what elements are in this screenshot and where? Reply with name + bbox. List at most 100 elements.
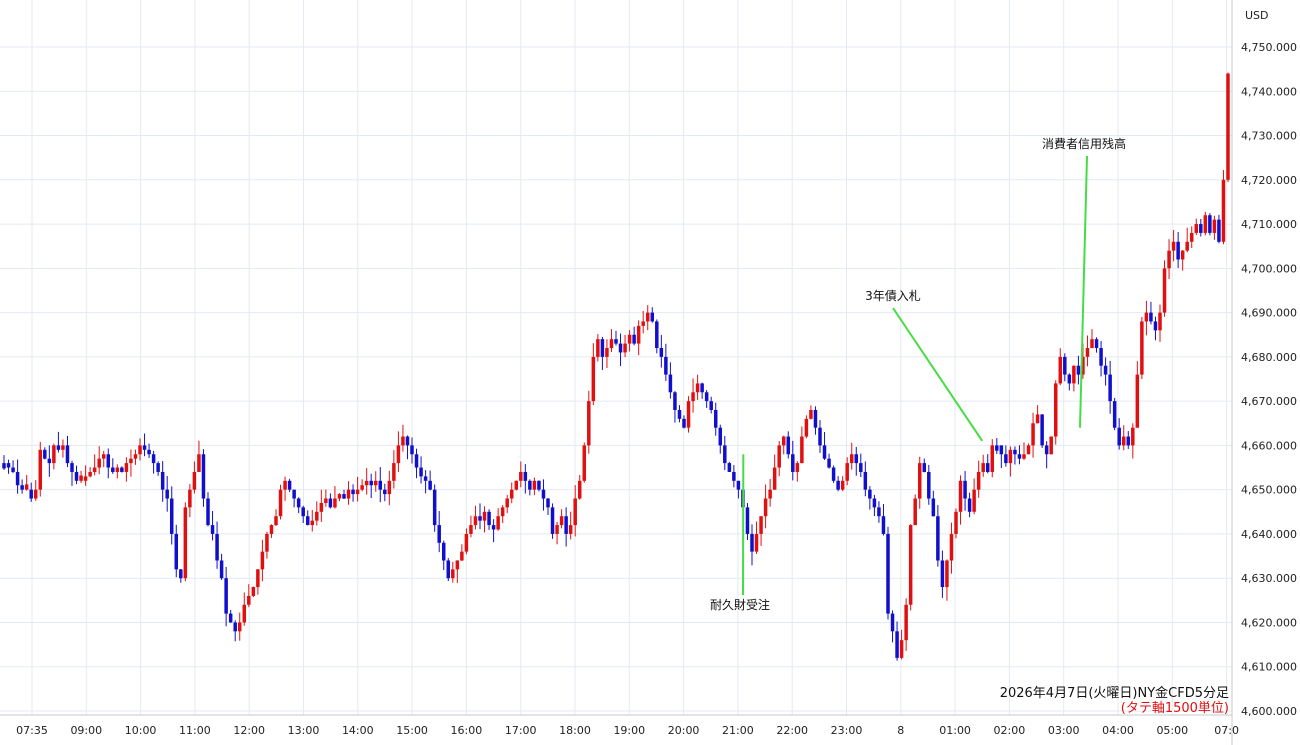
candle [1121, 425, 1126, 451]
candle [573, 485, 577, 537]
candle-body [283, 480, 287, 490]
candle [15, 459, 20, 494]
candle-body [29, 489, 33, 499]
candle-body [659, 348, 664, 357]
candle-body [927, 471, 931, 499]
candle-body [305, 516, 310, 526]
candle [899, 629, 904, 660]
candle-body [768, 489, 772, 499]
time-tick-label: 12:00 [233, 724, 265, 737]
candle [1180, 250, 1185, 271]
candle [251, 586, 256, 598]
candle-body [1149, 312, 1153, 322]
candle-body [387, 480, 392, 495]
candle-body [138, 445, 142, 455]
candle-body [573, 498, 577, 526]
candle-body [242, 604, 247, 623]
candle [704, 390, 709, 408]
candle [74, 465, 79, 485]
candle-body [854, 454, 859, 464]
candle-body [1217, 219, 1221, 242]
candle-body [913, 498, 917, 526]
candle [976, 460, 981, 498]
candle [1026, 443, 1031, 455]
candle [1153, 316, 1158, 341]
candle [623, 334, 627, 358]
candle-body [296, 498, 301, 508]
candle-body [890, 613, 895, 632]
candle [922, 458, 927, 473]
candle [1131, 423, 1135, 459]
candle-body [124, 463, 129, 472]
price-tick-label: 4,600.000 [1241, 705, 1297, 718]
candle-body [401, 436, 405, 446]
price-tick-label: 4,750.000 [1241, 41, 1297, 54]
candle-body [1199, 224, 1203, 233]
candle-body [605, 348, 609, 357]
candle [469, 515, 473, 538]
candle [160, 461, 165, 502]
candle [759, 516, 763, 546]
candle-body [587, 401, 591, 446]
candle-body [1121, 436, 1126, 446]
candle [292, 489, 296, 508]
candle-body [886, 533, 890, 614]
candle-body [1158, 312, 1162, 331]
candle [460, 544, 464, 561]
candle [79, 470, 83, 483]
candle [768, 479, 772, 507]
candle-body [120, 467, 124, 472]
candle-body [1022, 454, 1026, 459]
candle-body [582, 445, 587, 481]
candle-body [985, 463, 990, 472]
candle-body [559, 516, 564, 526]
candle [1017, 445, 1022, 465]
candle-body [754, 533, 759, 552]
candle-body [550, 507, 555, 534]
price-tick-label: 4,710.000 [1241, 218, 1297, 231]
candle-body [1013, 449, 1017, 455]
candle [88, 467, 92, 478]
candle-body [183, 507, 188, 579]
candle-body [133, 454, 138, 459]
candle [1171, 229, 1176, 262]
candle-body [106, 454, 111, 468]
candle [777, 441, 781, 477]
candle [981, 454, 985, 477]
candle-body [668, 374, 673, 393]
candle-body [863, 471, 868, 490]
candle-body [1221, 179, 1226, 242]
candle-body [38, 449, 43, 490]
candle [1094, 337, 1099, 353]
candle [822, 432, 827, 460]
candle [818, 420, 822, 453]
candle-body [56, 445, 61, 450]
candle [1167, 239, 1171, 279]
candle-body [88, 471, 92, 477]
candle [1035, 405, 1040, 424]
candle [605, 339, 609, 369]
candle-body [1035, 414, 1040, 424]
candle [772, 454, 777, 490]
candle-body [287, 480, 292, 490]
annotation-label: 3年債入札 [865, 288, 921, 303]
candle-body [627, 334, 632, 344]
candle-body [940, 560, 945, 588]
candle-body [519, 471, 523, 481]
candle [228, 609, 233, 623]
candle-body [1044, 445, 1049, 455]
candle-body [713, 409, 718, 428]
candle [414, 448, 419, 479]
candle-body [800, 436, 804, 464]
candle-body [967, 498, 972, 512]
candle [92, 454, 97, 476]
candle [111, 458, 115, 474]
candle [2, 455, 6, 471]
candle [283, 476, 287, 501]
candle-body [600, 339, 605, 357]
candle-body [206, 498, 210, 526]
candle [949, 522, 954, 574]
candle-body [1103, 365, 1108, 375]
candle [373, 471, 378, 492]
